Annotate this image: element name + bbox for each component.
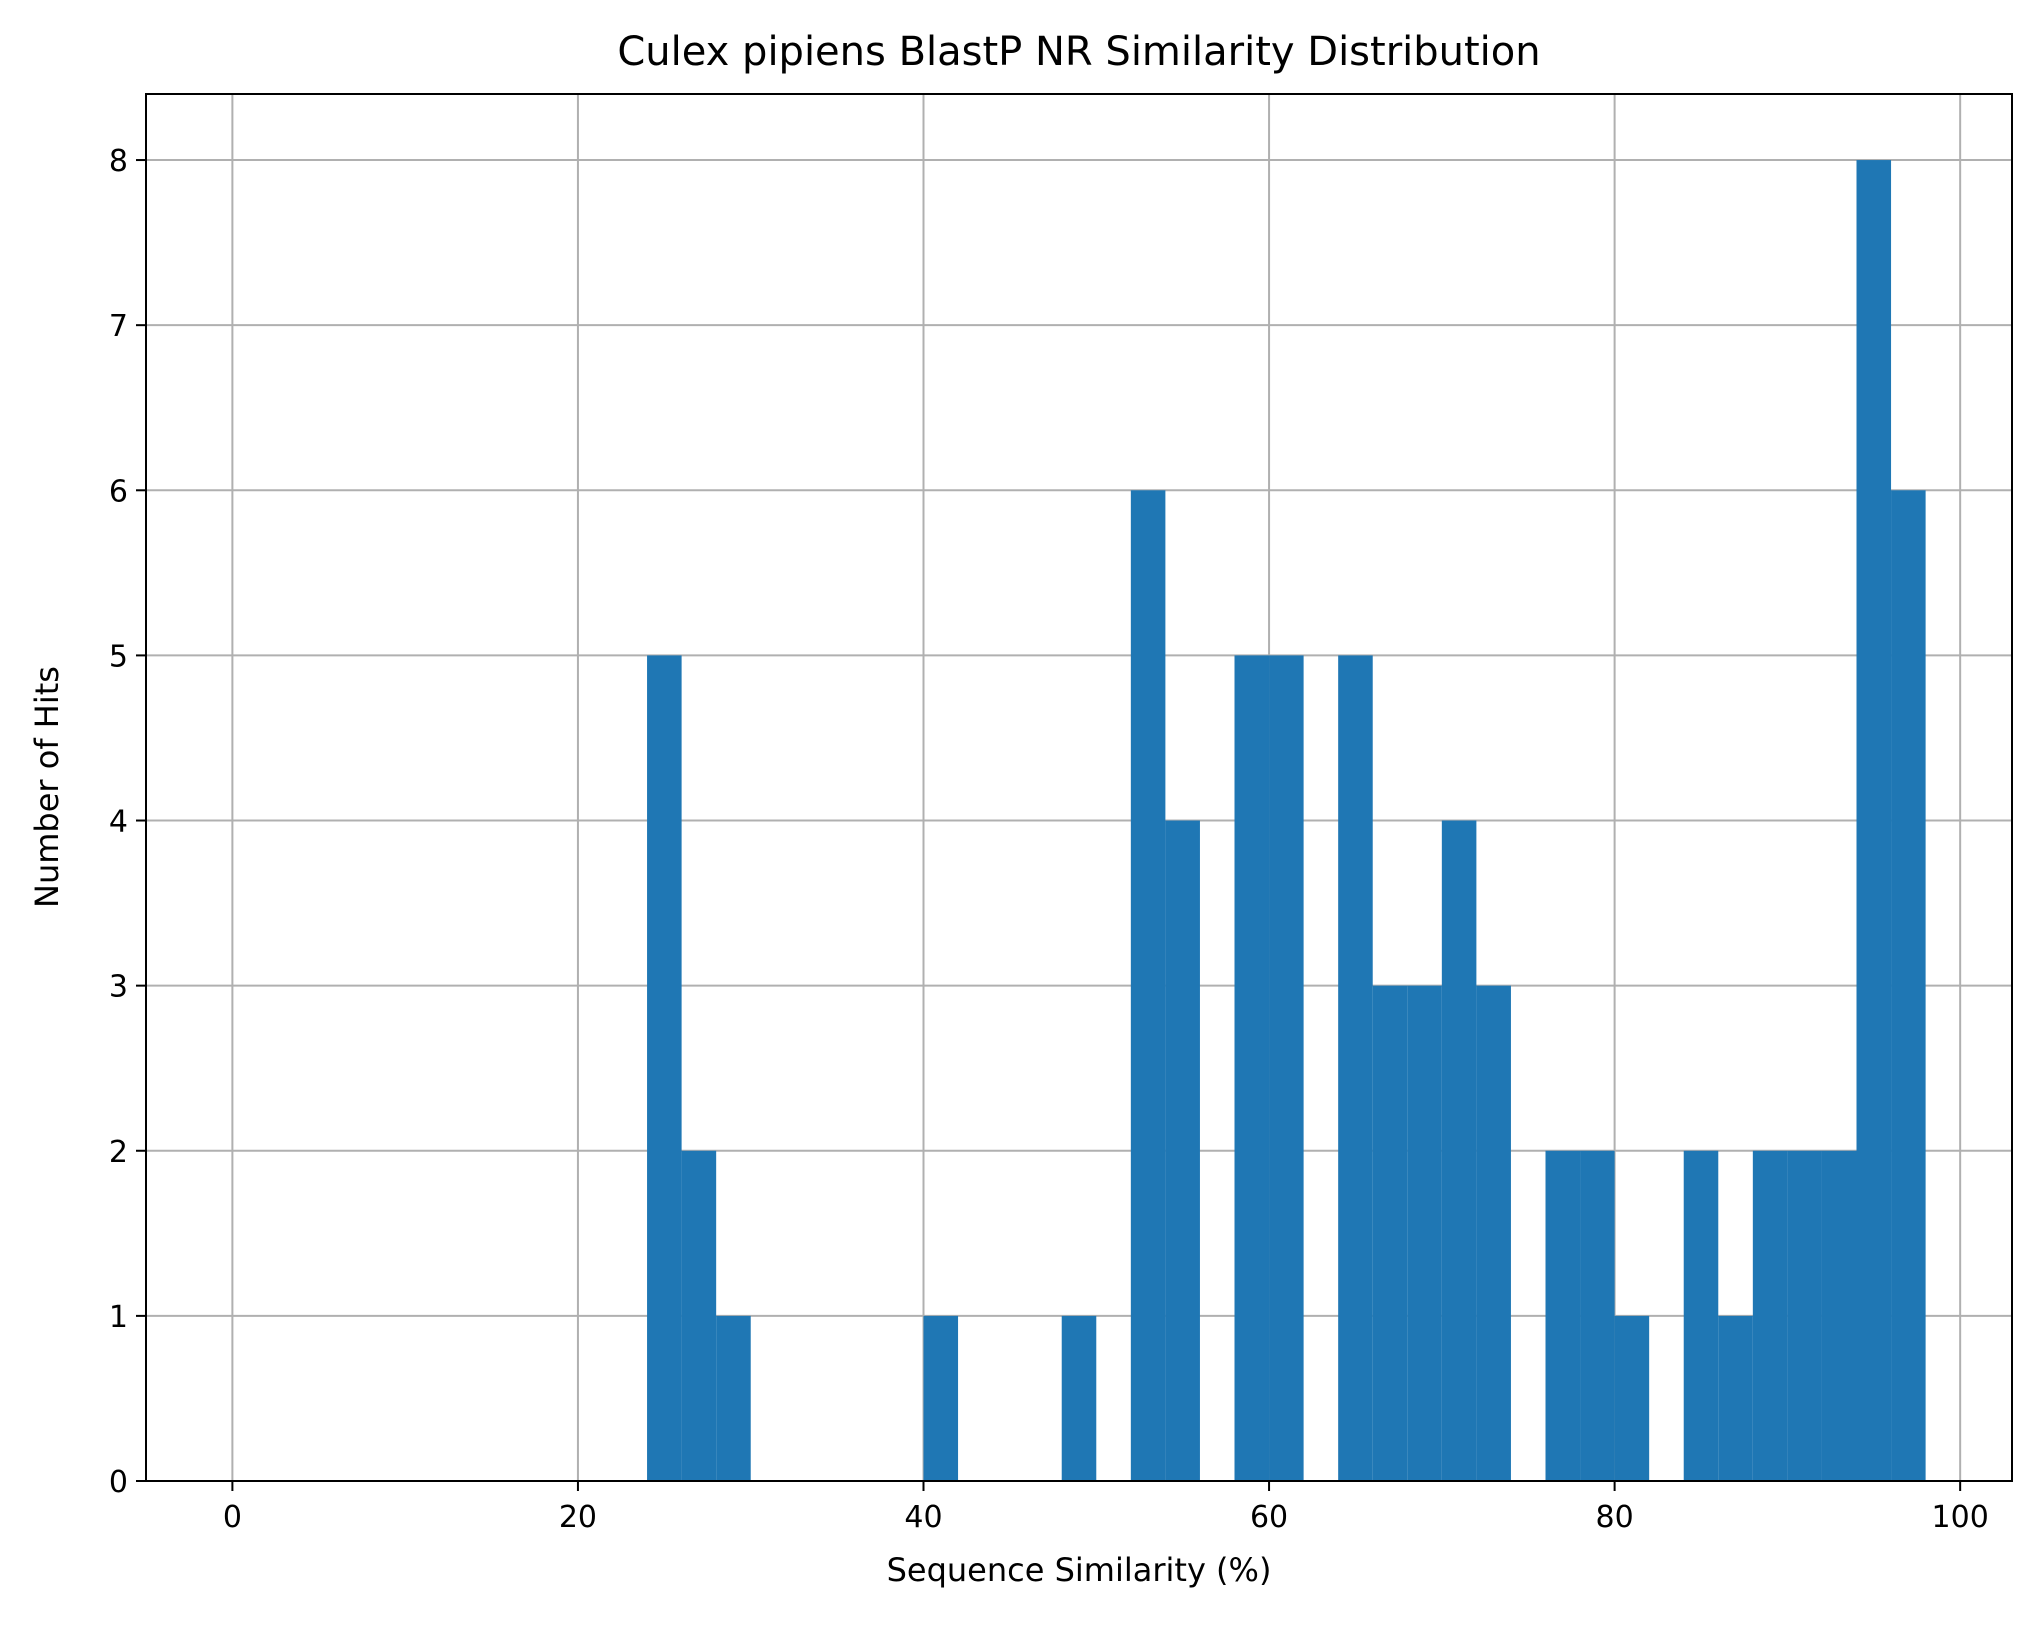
histogram-bar (923, 1315, 959, 1481)
histogram-bar (1130, 490, 1166, 1481)
y-tick-label: 7 (109, 309, 128, 344)
histogram-bar (1821, 1150, 1857, 1481)
histogram-bar (1856, 160, 1892, 1482)
x-tick-label: 20 (559, 1500, 597, 1535)
histogram-bar (716, 1315, 751, 1481)
x-tick-label: 0 (223, 1500, 242, 1535)
x-tick-label: 80 (1596, 1500, 1634, 1535)
histogram-bar (1338, 655, 1373, 1481)
histogram-bar (1718, 1315, 1753, 1481)
histogram-bar (1269, 655, 1304, 1481)
histogram-bar (1683, 1150, 1719, 1481)
y-tick-label: 2 (109, 1135, 128, 1170)
histogram-bar (1891, 490, 1926, 1481)
chart-title: Culex pipiens BlastP NR Similarity Distr… (617, 29, 1540, 75)
y-tick-label: 0 (109, 1465, 128, 1500)
histogram-bar (1580, 1150, 1615, 1481)
y-tick-label: 6 (109, 474, 128, 509)
x-tick-label: 100 (1932, 1500, 1989, 1535)
histogram-bar (1061, 1315, 1097, 1481)
y-tick-label: 4 (109, 805, 128, 840)
x-tick-label: 40 (904, 1500, 942, 1535)
histogram-bar (1165, 820, 1200, 1481)
histogram-bar (1614, 1315, 1650, 1481)
grid-lines (146, 94, 2012, 1482)
y-axis-label: Number of Hits (28, 666, 66, 908)
y-tick-label: 5 (109, 639, 128, 674)
plot-frame (145, 93, 2013, 1482)
histogram-bar (681, 1150, 717, 1481)
x-tick-label: 60 (1250, 1500, 1288, 1535)
histogram-bar (1372, 985, 1408, 1481)
axis-ticks: 0 20 40 60 80 100 0 1 2 3 4 5 6 7 8 (109, 144, 1989, 1535)
histogram-bar (1234, 655, 1270, 1481)
histogram-bar (647, 655, 682, 1481)
y-tick-label: 8 (109, 144, 128, 179)
histogram-bar (1545, 1150, 1581, 1481)
x-axis-label: Sequence Similarity (%) (887, 1551, 1272, 1589)
histogram-bar (1476, 985, 1511, 1481)
histogram-bar (1787, 1150, 1822, 1481)
histogram-bar (1407, 985, 1442, 1481)
y-tick-label: 1 (109, 1300, 128, 1335)
histogram-bar (1752, 1150, 1788, 1481)
y-tick-label: 3 (109, 970, 128, 1005)
histogram-bar (1441, 820, 1477, 1481)
histogram-bars (647, 160, 1926, 1482)
